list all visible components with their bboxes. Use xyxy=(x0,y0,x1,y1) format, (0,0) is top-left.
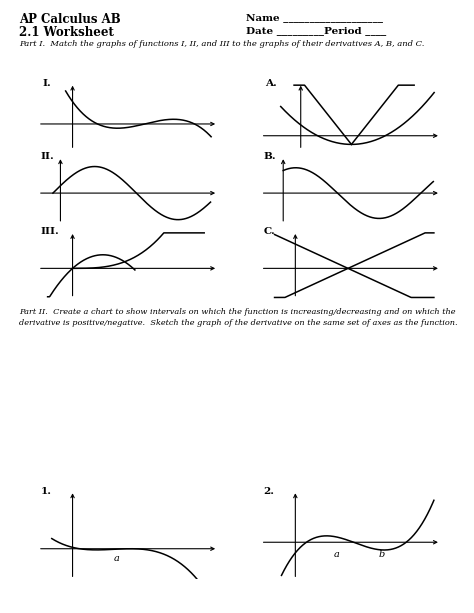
Text: A.: A. xyxy=(264,79,276,88)
Text: Date _________Period ____: Date _________Period ____ xyxy=(246,26,387,35)
Text: Name ___________________: Name ___________________ xyxy=(246,13,383,23)
Text: C.: C. xyxy=(264,227,275,235)
Text: 2.: 2. xyxy=(264,487,274,496)
Text: II.: II. xyxy=(41,152,55,161)
Text: I.: I. xyxy=(42,78,51,88)
Text: B.: B. xyxy=(264,152,276,161)
Text: a: a xyxy=(334,550,340,559)
Text: Part I.  Match the graphs of functions I, II, and III to the graphs of their der: Part I. Match the graphs of functions I,… xyxy=(19,40,424,48)
Text: III.: III. xyxy=(41,227,59,235)
Text: AP Calculus AB: AP Calculus AB xyxy=(19,13,120,26)
Text: 1.: 1. xyxy=(41,487,52,497)
Text: a: a xyxy=(114,554,120,563)
Text: b: b xyxy=(378,550,385,559)
Text: Part II.  Create a chart to show intervals on which the function is increasing/d: Part II. Create a chart to show interval… xyxy=(19,308,457,327)
Text: 2.1 Worksheet: 2.1 Worksheet xyxy=(19,26,114,39)
